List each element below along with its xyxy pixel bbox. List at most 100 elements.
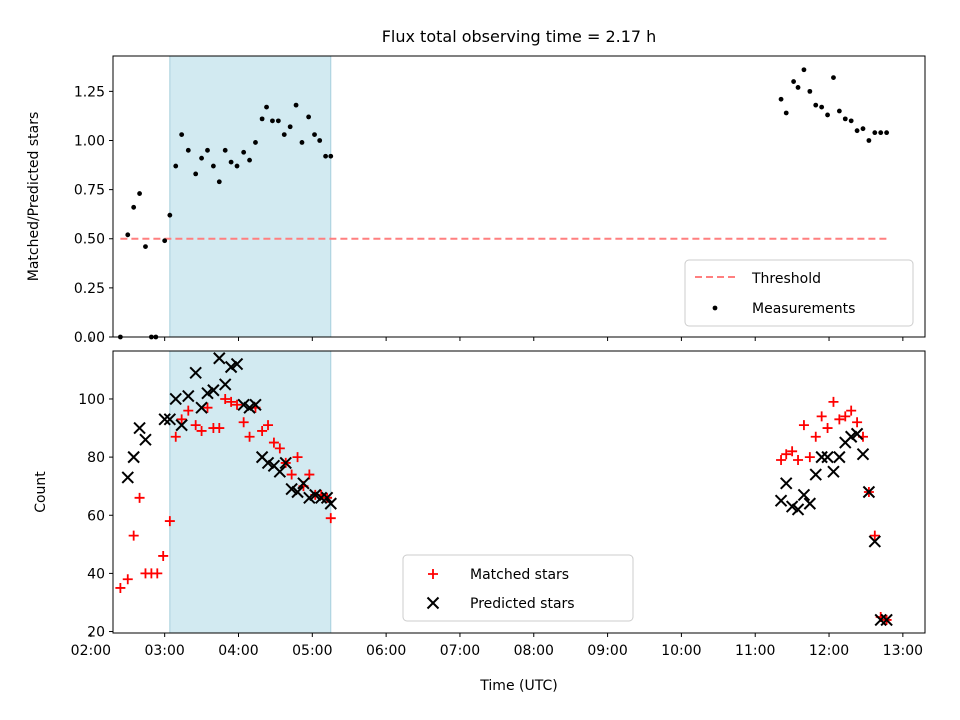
matched-star-point (325, 513, 336, 524)
legend-threshold-label: Threshold (751, 271, 821, 287)
predicted-star-point (320, 491, 334, 505)
legend-measurements-label: Measurements (752, 301, 855, 317)
predicted-star-point (862, 485, 876, 499)
predicted-star-point (297, 477, 310, 490)
legend-predicted-swatch (426, 596, 440, 610)
matched-star-point (810, 431, 821, 442)
predicted-star-point (182, 389, 195, 403)
predicted-star-point (121, 471, 134, 484)
predicted-star-point (791, 503, 805, 516)
predicted-star-point (189, 366, 202, 380)
x-tick-label: 02:00 (71, 643, 111, 659)
measurement-point (312, 132, 317, 138)
measurement-point (185, 147, 191, 153)
y-tick-label: 0.50 (74, 232, 105, 248)
measurement-point (222, 147, 228, 153)
matched-star-point (286, 469, 297, 480)
y-tick-label: 60 (87, 508, 105, 524)
measurement-point (162, 238, 168, 244)
predicted-star-point (809, 468, 822, 481)
y-tick-label: 1.00 (74, 133, 105, 149)
predicted-star-point (874, 613, 887, 627)
measurement-point (884, 130, 890, 136)
measurement-point (842, 116, 848, 122)
measurement-point (275, 118, 281, 124)
matched-star-point (869, 530, 880, 541)
x-tick-label: 09:00 (587, 643, 627, 659)
matched-star-point (202, 402, 213, 413)
matched-star-point (822, 423, 833, 434)
legend-bottom: Matched stars Predicted stars (402, 554, 634, 622)
measurement-point (293, 102, 299, 108)
predicted-star-point (324, 497, 337, 510)
legend-matched-swatch (428, 569, 438, 579)
matched-star-point (158, 550, 169, 561)
matched-star-point (840, 411, 851, 422)
legend-box (684, 259, 914, 327)
matched-star-point (232, 399, 243, 410)
predicted-star-point (175, 418, 188, 432)
measurement-point (783, 110, 789, 116)
x-tick-label: 05:00 (292, 643, 332, 659)
measurement-point (259, 116, 265, 122)
matched-star-point (793, 455, 804, 466)
predicted-star-point (207, 384, 220, 397)
measurement-point (854, 128, 860, 134)
measurement-point (778, 96, 784, 102)
matched-star-point (183, 405, 194, 416)
y-axis-label: Count (33, 471, 49, 513)
measurement-point (234, 163, 240, 169)
matched-star-point (226, 396, 237, 407)
x-tick-label: 07:00 (440, 643, 480, 659)
predicted-star-point (803, 497, 817, 510)
matched-star-point (115, 582, 126, 593)
measurement-point (323, 153, 328, 159)
top-panel: 0.00 0.25 0.50 0.75 1.00 1.25 Matched/Predicte… (26, 55, 926, 346)
bottom-panel: 20 40 60 80 100 02:00 03:00 04:00 05:00 06:00 07:0… (33, 350, 926, 694)
matched-star-point (798, 420, 809, 431)
y-tick-label: 0.00 (74, 330, 105, 346)
predicted-star-point (218, 378, 232, 391)
legend-box (402, 554, 634, 622)
matched-star-point (263, 420, 274, 431)
matched-star-point (244, 431, 255, 442)
series-predicted-stars (121, 352, 893, 627)
measurement-point (193, 171, 199, 177)
predicted-star-point (243, 401, 256, 414)
predicted-star-point (309, 488, 322, 502)
predicted-star-point (844, 430, 858, 443)
y-axis-label: Matched/Predicted stars (26, 112, 42, 282)
legend-predicted-label: Predicted stars (470, 596, 575, 612)
measurement-point (287, 124, 293, 130)
matched-star-point (152, 568, 163, 579)
y-tick-label: 0.75 (74, 183, 105, 199)
matched-star-point (257, 425, 268, 436)
y-tick-label: 20 (87, 625, 105, 641)
x-tick-label: 08:00 (514, 643, 554, 659)
matched-star-point (292, 452, 303, 463)
predicted-star-point (127, 450, 140, 464)
x-tick-label: 11:00 (735, 643, 775, 659)
predicted-star-point (273, 465, 287, 478)
y-tick-label: 100 (78, 392, 105, 408)
matched-star-point (220, 393, 231, 404)
measurement-point (241, 149, 247, 155)
observing-span-bottom (169, 351, 331, 633)
predicted-star-point (850, 427, 864, 441)
predicted-star-point (880, 613, 893, 627)
measurement-point (167, 212, 173, 218)
predicted-star-point (249, 398, 262, 411)
matched-star-point (128, 530, 139, 541)
matched-star-point (828, 396, 839, 407)
measurement-point (137, 191, 142, 196)
measurement-point (801, 67, 807, 73)
predicted-star-point (303, 491, 316, 505)
predicted-star-point (774, 494, 788, 507)
predicted-star-point (868, 535, 882, 548)
x-axis-label: Time (UTC) (479, 678, 557, 694)
axes-frame-top (112, 55, 926, 338)
measurement-point (173, 163, 179, 169)
matched-star-point (190, 420, 201, 431)
matched-star-point (787, 446, 798, 457)
measurement-point (836, 108, 842, 114)
